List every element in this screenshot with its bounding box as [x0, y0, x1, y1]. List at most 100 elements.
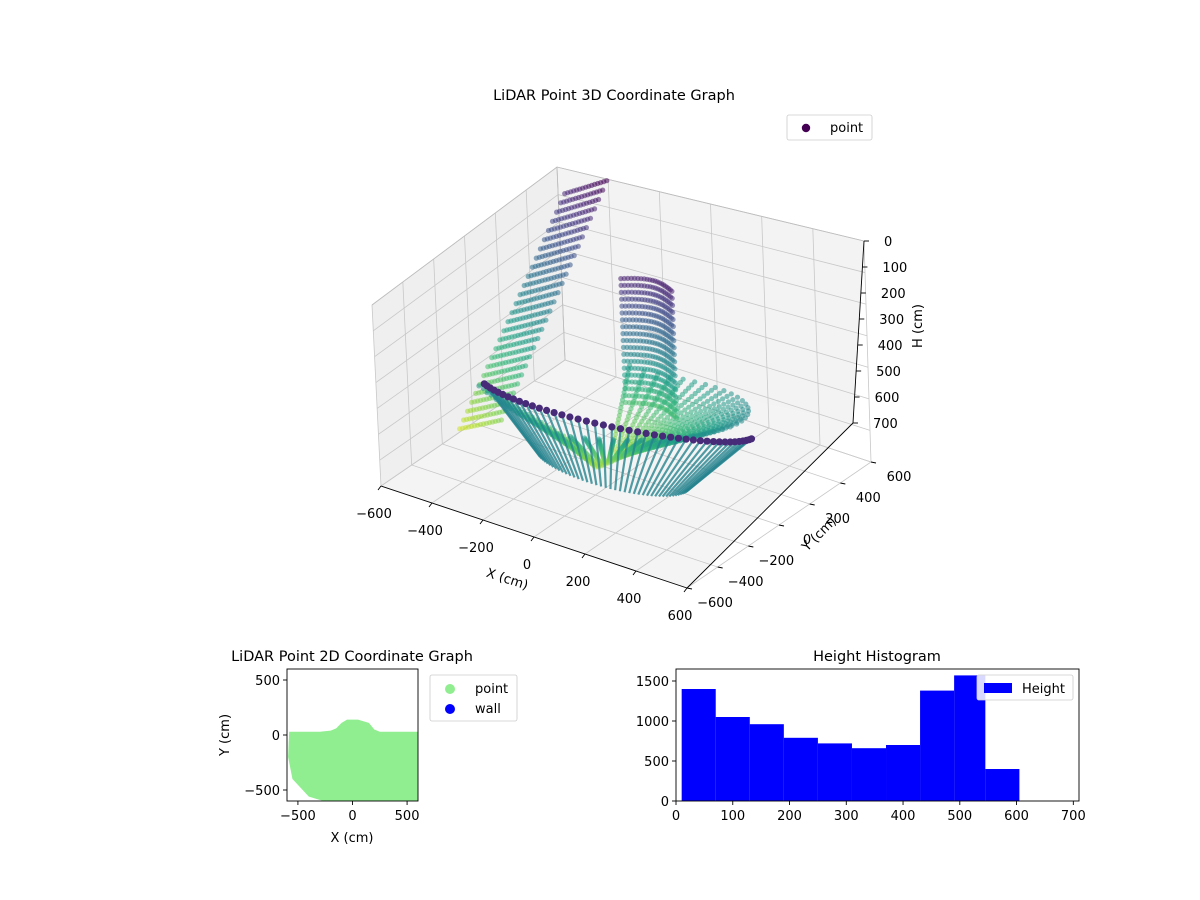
rim-spoke: [512, 398, 558, 470]
data-point: [618, 276, 624, 282]
data-point: [711, 401, 717, 407]
y-tick-label: −200: [758, 554, 794, 569]
rim-spoke: [658, 440, 702, 498]
rim-spoke: [632, 434, 656, 495]
data-point: [621, 351, 627, 357]
data-point: [707, 408, 713, 414]
x-tick: [632, 570, 637, 576]
y-tick-label: −600: [697, 596, 733, 611]
rim-point: [535, 404, 543, 412]
ticks-3d: −600 −400 −200 0 200 400 600 −600 −400 −200 0 200 40…: [356, 235, 911, 624]
rim-spoke: [623, 431, 639, 493]
x-tick-label: −500: [280, 809, 316, 824]
data-point: [567, 262, 573, 268]
data-point: [670, 316, 676, 323]
rim-spoke: [641, 436, 672, 496]
data-point: [728, 391, 734, 397]
data-point: [668, 411, 674, 417]
rim-spoke: [650, 438, 688, 497]
data-point: [583, 225, 590, 231]
y-tick: [840, 482, 846, 485]
data-point: [717, 390, 723, 396]
data-point: [720, 426, 726, 433]
data-point: [702, 381, 709, 388]
x-tick-label: −600: [356, 507, 392, 522]
data-point: [619, 296, 625, 302]
data-point: [624, 337, 630, 344]
y-tick-label: 1000: [636, 715, 669, 730]
data-point: [721, 401, 727, 407]
chart-3d: LiDAR Point 3D Coordinate Graph −600 −400…: [356, 88, 926, 624]
data-point: [688, 409, 694, 415]
z-axis-line: [852, 240, 865, 424]
data-point: [685, 416, 691, 422]
data-point: [620, 324, 626, 330]
histogram-bar: [749, 724, 784, 801]
rim-spoke: [507, 396, 555, 468]
y-axis-line: [686, 422, 854, 589]
rim-point: [696, 437, 705, 445]
legend-3d-marker: [801, 123, 811, 133]
data-point: [689, 413, 695, 419]
data-point: [622, 386, 628, 392]
data-point: [674, 413, 681, 419]
x-tick: [377, 485, 382, 491]
data-point: [724, 393, 730, 399]
histogram-bar: [715, 717, 750, 801]
legend-wall-label: wall: [475, 702, 501, 717]
x-tick-label: 600: [668, 609, 693, 624]
data-point: [618, 405, 624, 411]
rim-spoke: [538, 407, 572, 477]
data-point: [715, 398, 721, 404]
data-point: [592, 206, 598, 212]
data-point: [620, 337, 626, 344]
rim-spoke: [585, 420, 598, 486]
rim-spoke: [668, 441, 721, 498]
x-tick-label: 400: [891, 809, 916, 824]
data-point: [575, 243, 581, 249]
rim-point: [682, 435, 690, 443]
legend-wall-marker: [445, 704, 455, 714]
data-point: [535, 335, 541, 342]
rim-point: [650, 431, 659, 439]
data-point: [675, 405, 681, 411]
data-point: [672, 373, 678, 379]
rim-spoke: [674, 441, 731, 497]
data-point: [739, 398, 746, 404]
data-point: [547, 308, 553, 314]
rim-point: [550, 409, 558, 417]
rim-point: [616, 425, 625, 433]
histogram-bar: [886, 745, 921, 801]
data-point: [672, 380, 679, 386]
data-point: [671, 415, 677, 421]
rim-point: [543, 406, 551, 414]
rim-point: [574, 415, 582, 423]
rim-point: [709, 438, 718, 446]
rim-point: [558, 411, 566, 419]
histogram-frame: [675, 668, 1080, 802]
point-footprint: [288, 719, 418, 801]
data-point: [689, 393, 695, 400]
data-point: [519, 372, 525, 378]
rim-spoke: [577, 418, 593, 484]
rim-point: [509, 395, 518, 403]
rim-point: [566, 413, 574, 421]
data-point: [484, 390, 490, 396]
y-tick: [870, 461, 877, 464]
z-tick-label: 500: [876, 365, 901, 380]
data-point: [623, 310, 629, 316]
data-point: [671, 352, 677, 358]
x-tick: [479, 519, 484, 525]
data-point: [682, 407, 688, 413]
data-point: [476, 383, 482, 389]
data-point: [619, 317, 626, 323]
rim-point: [689, 436, 698, 444]
data-point: [621, 365, 627, 371]
y-tick-label: 0: [661, 795, 669, 810]
histogram-bar: [681, 689, 716, 801]
data-point: [712, 406, 718, 412]
rim-point: [674, 434, 683, 442]
y-tick: [686, 587, 693, 590]
legend-2d: point wall: [429, 674, 518, 722]
histogram-bars: [681, 675, 1020, 801]
